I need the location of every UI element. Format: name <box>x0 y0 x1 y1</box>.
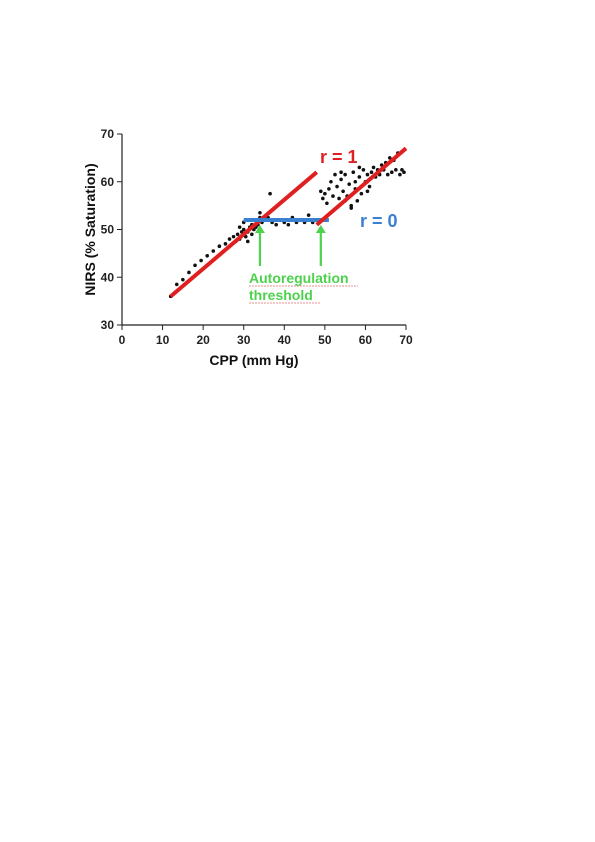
x-tick-label: 20 <box>196 333 210 347</box>
r0-label: r = 0 <box>360 211 398 231</box>
data-point <box>333 172 337 177</box>
data-point <box>174 282 179 287</box>
data-point <box>237 225 242 229</box>
fit-line-1 <box>169 170 319 298</box>
data-point <box>223 242 228 246</box>
x-tick-label: 60 <box>359 333 373 347</box>
x-tick-label: 10 <box>156 333 170 347</box>
data-point <box>258 210 262 215</box>
y-axis-label: NIRS (% Saturation) <box>82 163 98 295</box>
axes: 0 10 20 30 40 50 60 70 30 40 50 60 70 CPP (mm Hg) NIRS… <box>82 127 413 368</box>
threshold-label-line1: Autoregulation <box>249 270 349 286</box>
data-point <box>241 227 246 232</box>
data-point <box>205 253 209 258</box>
data-point <box>371 165 376 170</box>
data-point <box>339 177 343 182</box>
r1-label: r = 1 <box>320 147 358 167</box>
data-point <box>400 168 404 172</box>
data-point <box>341 189 345 194</box>
data-point <box>217 244 222 249</box>
annotations: r = 1 r = 0 Autoregulation threshold <box>249 147 398 304</box>
x-tick-label: 50 <box>318 333 332 347</box>
x-axis-label: CPP (mm Hg) <box>209 352 298 368</box>
data-point <box>369 170 374 174</box>
data-point <box>327 187 331 191</box>
data-point <box>329 179 333 184</box>
data-point <box>357 165 362 170</box>
threshold-arrow-head-2 <box>315 224 326 233</box>
data-point <box>385 172 390 177</box>
x-tick-label: 70 <box>399 333 413 347</box>
data-point <box>250 232 254 237</box>
data-point <box>235 232 240 237</box>
data-point <box>349 206 354 210</box>
data-point <box>187 270 191 275</box>
data-point <box>394 168 398 172</box>
data-point <box>347 182 352 186</box>
data-point <box>365 172 370 177</box>
data-point <box>367 184 372 189</box>
y-tick-label: 70 <box>101 127 115 141</box>
data-point <box>325 201 329 206</box>
y-tick-label: 60 <box>101 175 115 189</box>
y-tick-label: 40 <box>101 270 115 284</box>
data-point <box>355 199 360 203</box>
data-point <box>387 156 392 160</box>
data-point <box>274 222 278 227</box>
data-point <box>398 172 402 177</box>
data-point <box>353 179 358 184</box>
data-point <box>193 263 197 268</box>
data-point <box>343 172 347 177</box>
x-tick-label: 0 <box>119 333 126 347</box>
threshold-arrow-head-1 <box>254 224 265 233</box>
data-point <box>361 168 366 172</box>
data-point <box>331 194 335 198</box>
data-point <box>335 184 339 189</box>
data-point <box>227 237 232 241</box>
data-point <box>199 258 203 263</box>
data-point <box>357 175 362 179</box>
data-point <box>181 277 185 282</box>
data-point <box>321 196 325 201</box>
data-point <box>390 170 394 174</box>
fit-lines <box>169 146 408 298</box>
x-tick-label: 30 <box>237 333 251 347</box>
data-point <box>323 191 327 196</box>
y-tick-label: 30 <box>101 318 115 332</box>
data-point <box>286 222 291 227</box>
data-point <box>339 170 343 174</box>
data-point <box>268 191 272 196</box>
data-point <box>365 189 370 194</box>
threshold-label-line2: threshold <box>249 287 313 303</box>
data-point <box>306 213 311 217</box>
data-point <box>402 170 406 174</box>
data-point <box>245 239 250 244</box>
data-point <box>337 196 341 201</box>
x-tick-label: 40 <box>278 333 292 347</box>
fit-line-3 <box>315 146 408 227</box>
data-point <box>351 170 356 174</box>
y-tick-label: 50 <box>101 223 115 237</box>
data-point <box>211 249 216 253</box>
data-point <box>319 189 323 194</box>
data-point <box>359 191 364 196</box>
data-point <box>231 234 236 239</box>
